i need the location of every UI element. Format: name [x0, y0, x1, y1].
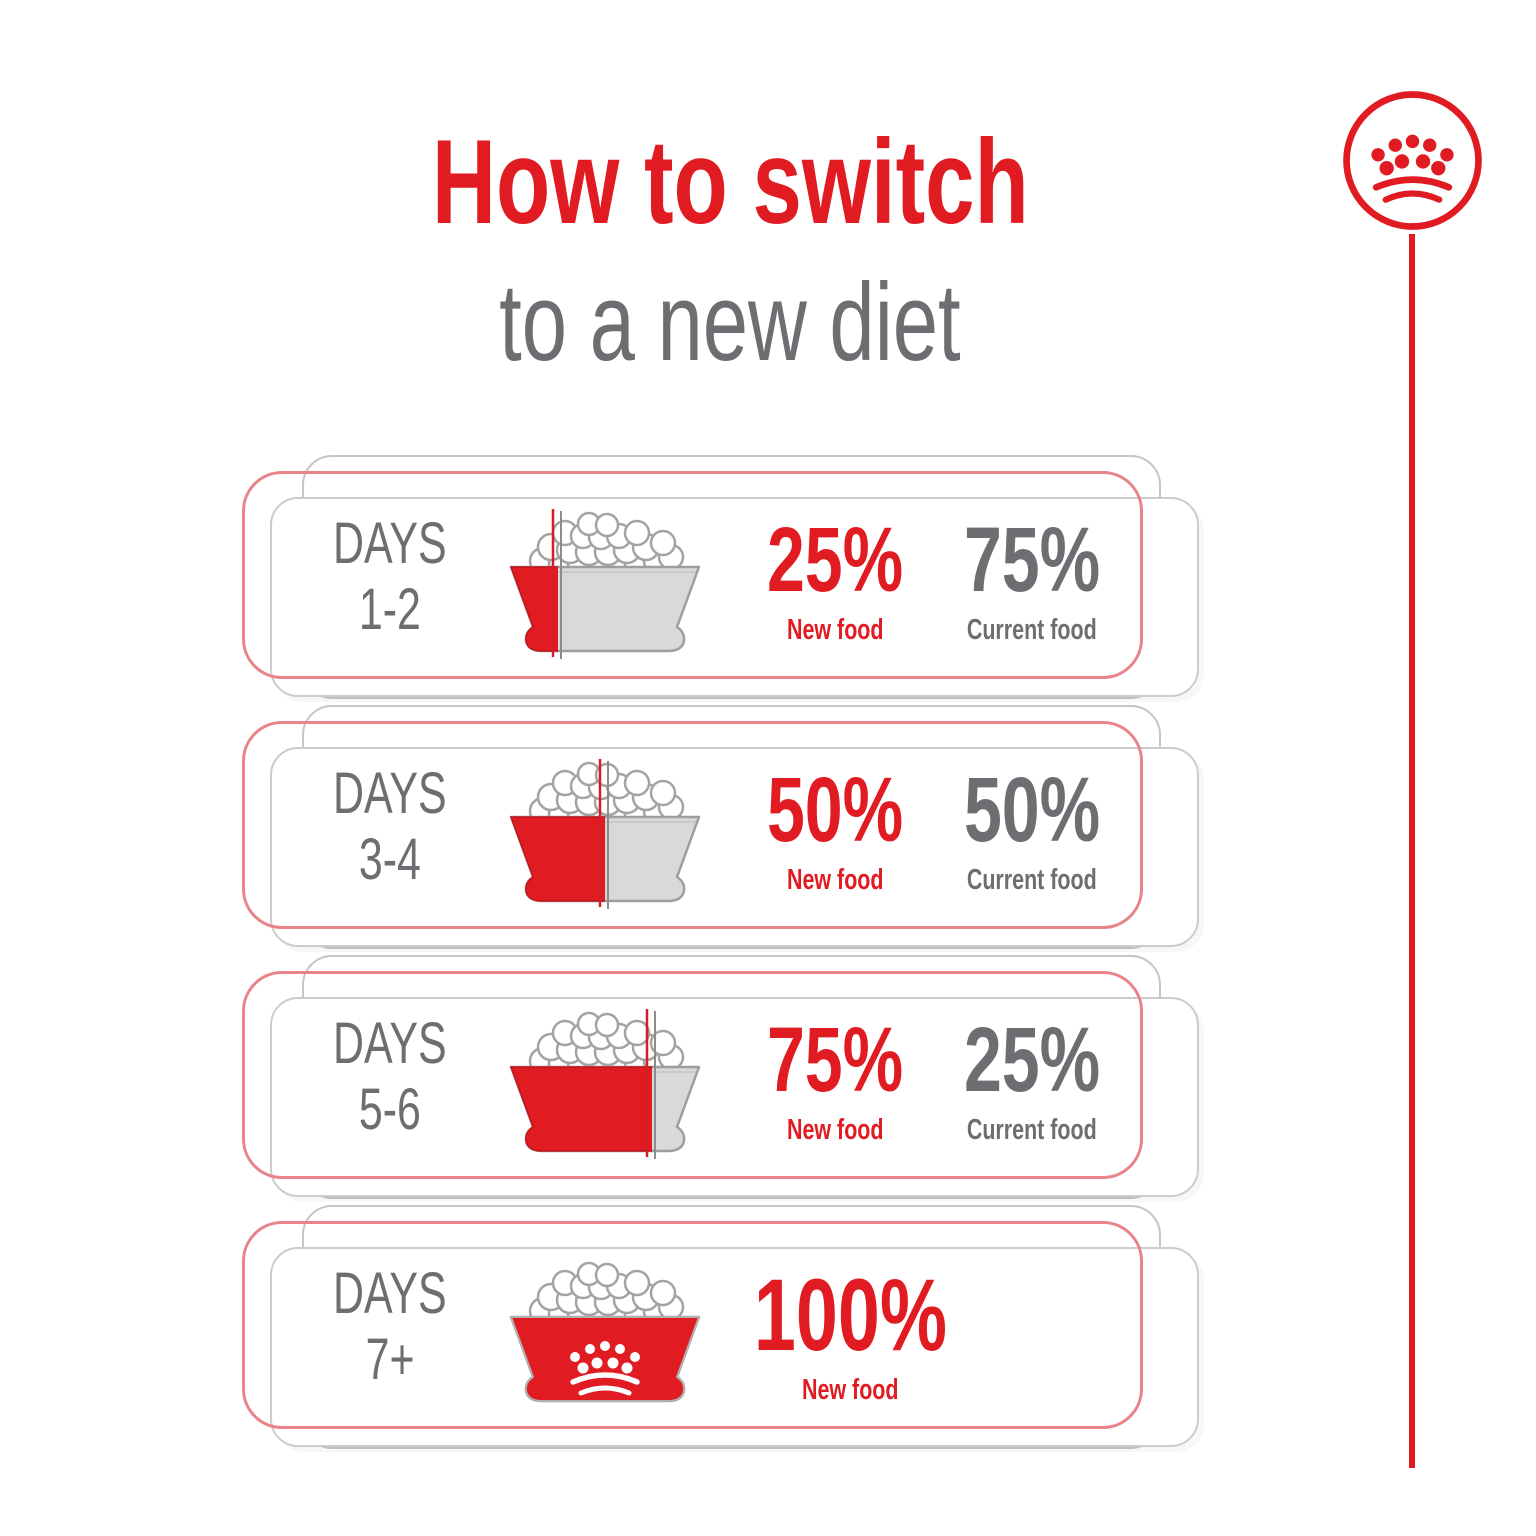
- new-food-percent-block: 50% New food: [735, 759, 935, 897]
- current-food-percent-block: 50% Current food: [932, 759, 1132, 897]
- row-content: DAYS 1-2 25% New food 75% Current food: [270, 497, 1195, 693]
- card-outline-red: [242, 471, 1143, 679]
- current-food-label: Current food: [967, 614, 1097, 647]
- days-range: 7+: [365, 1326, 415, 1392]
- days-range: 3-4: [358, 826, 422, 892]
- card-outline-red: [242, 721, 1143, 929]
- new-food-label: New food: [786, 614, 884, 647]
- row-content: DAYS 3-4 50% New food 50% Current food: [270, 747, 1195, 943]
- new-food-percent: 25%: [766, 509, 904, 611]
- card-outline-red: [242, 1221, 1143, 1429]
- page-title-text: How to switch: [431, 115, 1029, 249]
- days-word: DAYS: [333, 1261, 447, 1326]
- new-food-label: New food: [786, 864, 884, 897]
- card-white: [270, 747, 1199, 947]
- diet-step-row: DAYS 3-4 50% New food 50% Current food: [240, 705, 1250, 955]
- vertical-accent-line: [1409, 234, 1415, 1468]
- diet-step-row: DAYS 7+ 100% New food: [240, 1205, 1250, 1455]
- card-white: [270, 1247, 1199, 1447]
- days-word: DAYS: [333, 511, 447, 576]
- food-bowl-icon: [505, 1009, 705, 1159]
- page-title: How to switch: [0, 122, 1460, 242]
- food-bowl-icon: [505, 1259, 705, 1409]
- days-label: DAYS 5-6: [300, 1011, 480, 1142]
- current-food-label: Current food: [967, 864, 1097, 897]
- card-outline-red: [242, 971, 1143, 1179]
- new-food-label: New food: [786, 1114, 884, 1147]
- days-word: DAYS: [333, 761, 447, 826]
- row-content: DAYS 5-6 75% New food 25% Current food: [270, 997, 1195, 1193]
- page-subtitle: to a new diet: [0, 268, 1460, 378]
- diet-transition-steps: DAYS 1-2 25% New food 75% Current food D…: [240, 455, 1250, 1475]
- new-food-percent-block: 75% New food: [735, 1009, 935, 1147]
- current-food-percent: 25%: [963, 1009, 1101, 1111]
- diet-step-row: DAYS 1-2 25% New food 75% Current food: [240, 455, 1250, 705]
- current-food-percent: 50%: [963, 759, 1101, 861]
- days-range: 1-2: [358, 576, 422, 642]
- card-white: [270, 997, 1199, 1197]
- new-food-percent-block: 100% New food: [710, 1258, 990, 1406]
- new-food-percent: 75%: [766, 1009, 904, 1111]
- current-food-percent-block: 25% Current food: [932, 1009, 1132, 1147]
- new-food-label: New food: [801, 1373, 899, 1406]
- days-word: DAYS: [333, 1011, 447, 1076]
- row-content: DAYS 7+ 100% New food: [270, 1247, 1195, 1443]
- days-range: 5-6: [358, 1076, 422, 1142]
- days-label: DAYS 3-4: [300, 761, 480, 892]
- diet-step-row: DAYS 5-6 75% New food 25% Current food: [240, 955, 1250, 1205]
- food-bowl-icon: [505, 509, 705, 659]
- new-food-percent-block: 25% New food: [735, 509, 935, 647]
- food-bowl-icon: [505, 759, 705, 909]
- page-subtitle-text: to a new diet: [499, 261, 961, 384]
- new-food-percent: 50%: [766, 759, 904, 861]
- days-label: DAYS 1-2: [300, 511, 480, 642]
- royal-canin-crown-icon: [1336, 84, 1489, 237]
- current-food-label: Current food: [967, 1114, 1097, 1147]
- days-label: DAYS 7+: [300, 1261, 480, 1392]
- new-food-percent: 100%: [753, 1258, 947, 1372]
- card-white: [270, 497, 1199, 697]
- current-food-percent: 75%: [963, 509, 1101, 611]
- current-food-percent-block: 75% Current food: [932, 509, 1132, 647]
